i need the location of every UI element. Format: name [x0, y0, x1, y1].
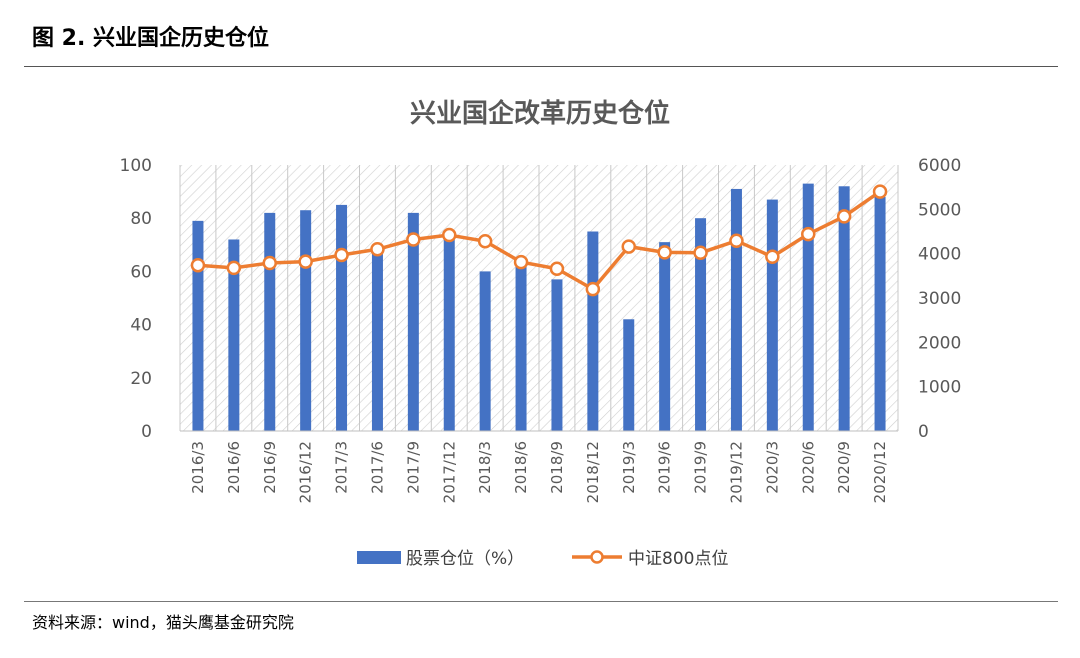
- x-tick-label: 2018/3: [476, 441, 494, 494]
- x-tick-label: 2019/3: [620, 441, 638, 494]
- y-left-tick-label: 100: [120, 156, 152, 176]
- legend-label-line: 中证800点位: [628, 549, 728, 569]
- x-tick-label: 2020/6: [799, 441, 817, 494]
- chart-title: 兴业国企改革历史仓位: [410, 98, 670, 129]
- line-point: [298, 254, 313, 269]
- line-point: [621, 239, 636, 254]
- line-point: [693, 245, 708, 261]
- y-right-tick-label: 5000: [918, 200, 961, 220]
- bar: [443, 236, 455, 431]
- y-right-tick-label: 6000: [918, 156, 961, 176]
- x-tick-label: 2017/3: [333, 441, 351, 494]
- line-point: [190, 257, 206, 273]
- line-point: [334, 247, 349, 263]
- x-tick-label: 2018/6: [512, 441, 530, 494]
- x-tick-label: 2016/3: [189, 441, 207, 494]
- y-right-tick-label: 0: [918, 422, 929, 442]
- line-point: [657, 245, 672, 260]
- x-tick-label: 2017/6: [368, 441, 386, 494]
- top-divider: [24, 66, 1058, 67]
- legend-swatch-bar: [357, 551, 401, 564]
- bar: [407, 212, 419, 431]
- bar: [371, 250, 383, 431]
- bar: [766, 199, 778, 431]
- line-point: [442, 227, 457, 243]
- y-right-tick-label: 3000: [918, 289, 961, 309]
- x-tick-label: 2018/12: [584, 441, 602, 503]
- bar: [838, 186, 850, 431]
- bar: [228, 239, 240, 431]
- x-tick-label: 2017/9: [404, 441, 422, 494]
- line-point: [836, 209, 852, 224]
- chart: 兴业国企改革历史仓位 2016/3 2016/6 2016/9 2016/12 2017…: [120, 98, 962, 569]
- bar: [336, 204, 348, 431]
- bar: [479, 271, 491, 431]
- x-tick-label: 2016/12: [297, 441, 315, 503]
- y-left-tick-label: 80: [130, 209, 152, 229]
- x-tick-label: 2020/3: [763, 441, 781, 494]
- line-point: [729, 233, 744, 249]
- source-note: 资料来源：wind，猫头鹰基金研究院: [32, 613, 294, 632]
- x-tick-label: 2019/12: [727, 441, 745, 503]
- y-left-tick-label: 20: [130, 369, 152, 389]
- bar: [802, 183, 814, 431]
- x-tick-label: 2019/9: [692, 441, 710, 494]
- y-left-tick-label: 0: [141, 422, 152, 442]
- bar: [730, 188, 742, 431]
- bar: [623, 319, 635, 431]
- x-tick-label: 2020/9: [835, 441, 853, 494]
- bar: [659, 242, 671, 431]
- bar: [300, 210, 312, 431]
- figure-label: 图 2. 兴业国企历史仓位: [32, 26, 269, 51]
- line-point: [765, 249, 780, 265]
- x-tick-label: 2016/9: [261, 441, 279, 494]
- y-left-tick-label: 40: [130, 316, 152, 336]
- line-point: [549, 261, 565, 276]
- line-point: [226, 260, 242, 276]
- legend: 股票仓位（%） 中证800点位: [357, 549, 728, 569]
- bar: [695, 218, 707, 431]
- line-point: [513, 254, 529, 270]
- line-point: [585, 281, 601, 297]
- y-right-tick-label: 2000: [918, 333, 961, 353]
- x-tick-label: 2020/12: [871, 441, 889, 503]
- y-right-tick-label: 4000: [918, 245, 961, 265]
- bar: [551, 279, 563, 431]
- bar: [874, 196, 886, 431]
- line-point: [406, 232, 421, 247]
- bar: [192, 220, 204, 431]
- line-point: [370, 241, 385, 257]
- x-tick-label: 2017/12: [440, 441, 458, 503]
- legend-label-bar: 股票仓位（%）: [406, 549, 524, 569]
- bar: [587, 231, 599, 431]
- bar: [264, 212, 276, 431]
- x-tick-label: 2018/9: [548, 441, 566, 494]
- line-point: [262, 255, 277, 271]
- line-point: [801, 226, 816, 242]
- y-left-tick-label: 60: [130, 262, 152, 282]
- bar: [515, 263, 527, 431]
- line-point: [872, 184, 888, 199]
- legend-marker-line: [590, 550, 604, 564]
- x-tick-label: 2019/6: [656, 441, 674, 494]
- x-tick-label: 2016/6: [225, 441, 243, 494]
- y-right-tick-label: 1000: [918, 378, 961, 398]
- line-point: [477, 234, 493, 249]
- bottom-divider: [24, 601, 1058, 602]
